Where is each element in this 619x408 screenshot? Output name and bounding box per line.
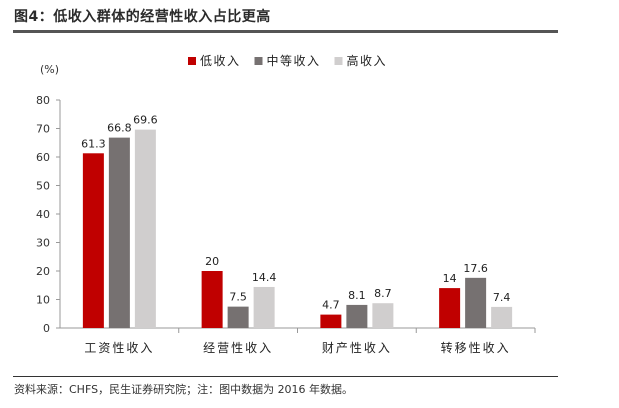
bar	[253, 286, 275, 328]
bar	[491, 306, 513, 328]
legend-label: 高收入	[347, 53, 388, 68]
bar	[201, 271, 223, 328]
bar	[465, 277, 487, 328]
x-tick-label: 财产性收入	[322, 341, 392, 355]
data-label: 7.5	[229, 291, 247, 304]
legend-swatch	[188, 57, 196, 65]
y-tick-label: 80	[36, 94, 50, 107]
y-axis: 0 10 20 30 40 50 60 70 80	[36, 94, 61, 335]
legend-label: 中等收入	[267, 53, 321, 68]
data-label: 7.4	[493, 291, 511, 304]
chart-title: 图4：低收入群体的经营性收入占比更高	[14, 9, 271, 25]
bars	[82, 129, 513, 328]
data-label: 8.1	[348, 289, 366, 302]
bar-chart: (%) 低收入 中等收入 高收入 0 10 20 30 40 50 60 70 80 工资性收入 经营…	[36, 53, 536, 355]
bar	[372, 303, 394, 328]
bar	[346, 304, 368, 328]
legend-swatch	[334, 57, 343, 65]
bar	[439, 288, 461, 328]
source-note: 资料来源：CHFS，民生证券研究院；注：图中数据为 2016 年数据。	[14, 383, 354, 396]
data-label: 66.8	[107, 122, 132, 135]
x-tick-label: 工资性收入	[84, 341, 154, 355]
y-tick-label: 60	[36, 151, 50, 164]
data-label: 14.4	[252, 271, 277, 284]
y-tick-label: 10	[36, 294, 50, 307]
data-label: 14	[443, 272, 457, 285]
y-tick-label: 50	[36, 180, 50, 193]
x-tick-label: 经营性收入	[203, 341, 273, 355]
bar	[108, 137, 130, 328]
y-tick-label: 70	[36, 123, 50, 136]
chart-legend: 低收入 中等收入 高收入	[188, 53, 388, 68]
bar	[82, 153, 104, 328]
data-label: 4.7	[322, 299, 340, 312]
bar	[320, 314, 342, 328]
y-axis-label: (%)	[40, 63, 59, 76]
data-label: 17.6	[463, 262, 488, 275]
y-tick-label: 40	[36, 208, 50, 221]
y-tick-label: 20	[36, 265, 50, 278]
bar	[227, 306, 249, 328]
data-label: 69.6	[133, 114, 158, 127]
data-label: 20	[205, 255, 219, 268]
x-tick-label: 转移性收入	[441, 340, 511, 355]
x-axis: 工资性收入 经营性收入 财产性收入 转移性收入	[60, 327, 536, 355]
title-divider	[13, 30, 558, 33]
data-label: 8.7	[374, 287, 392, 300]
legend-label: 低收入	[200, 54, 241, 68]
y-tick-label: 30	[36, 237, 50, 250]
data-label: 61.3	[81, 137, 106, 150]
legend-swatch	[254, 57, 263, 65]
bar	[134, 129, 156, 328]
y-tick-label: 0	[43, 322, 50, 335]
source-divider	[13, 376, 558, 377]
data-labels: 61.366.869.6 20 7.5 14.4 4.7 8.1 8.7 14 17.6 7.4	[81, 114, 510, 312]
